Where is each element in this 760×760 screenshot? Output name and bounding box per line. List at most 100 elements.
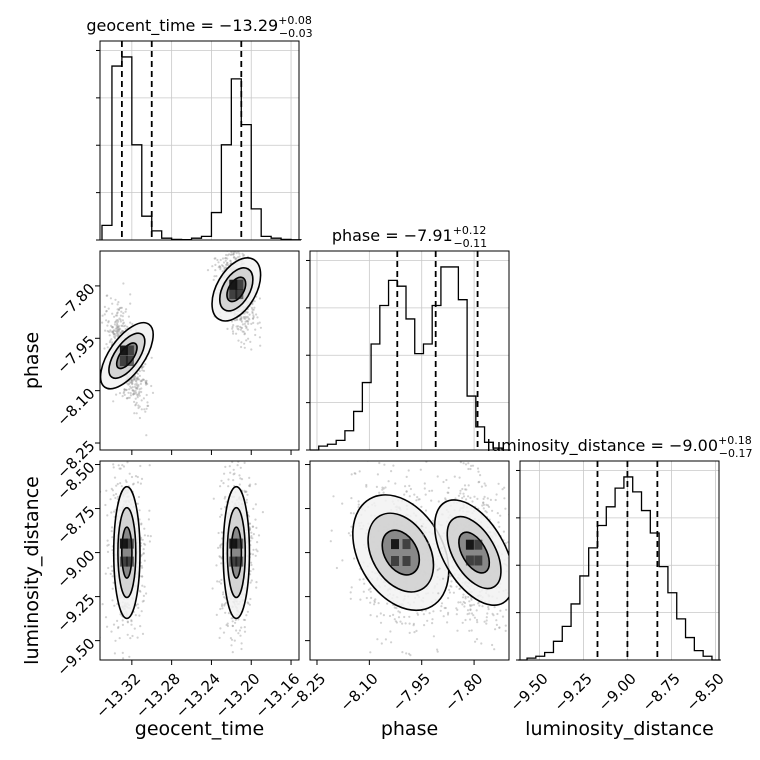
scatter-point: [475, 618, 479, 622]
scatter-point: [150, 384, 153, 388]
scatter-point: [218, 555, 221, 558]
scatter-point: [118, 327, 121, 330]
scatter-point: [112, 463, 115, 466]
scatter-point: [229, 259, 232, 262]
scatter-point: [224, 248, 226, 250]
scatter-point: [138, 388, 141, 391]
scatter-point: [214, 263, 217, 266]
scatter-point: [121, 623, 124, 627]
scatter-point: [383, 463, 386, 466]
scatter-point: [220, 604, 224, 608]
scatter-point: [217, 245, 219, 247]
scatter-point: [107, 321, 110, 324]
scatter-point: [470, 464, 473, 467]
scatter-point: [459, 601, 462, 604]
scatter-point: [125, 388, 128, 392]
scatter-point: [407, 469, 410, 472]
x-tick-label: −7.80: [441, 670, 486, 715]
scatter-point: [130, 623, 133, 626]
density-core-cell: [402, 556, 411, 566]
scatter-point: [139, 590, 142, 593]
scatter-point: [365, 483, 368, 487]
scatter-point: [231, 461, 234, 464]
scatter-point: [129, 637, 132, 640]
scatter-point: [442, 615, 445, 618]
scatter-point: [221, 270, 224, 273]
panel-inner: [100, 461, 264, 660]
scatter-point: [497, 521, 500, 524]
scatter-point: [392, 464, 395, 467]
scatter-point: [455, 613, 458, 616]
panel-title: phase = −7.91+0.12 −0.11: [332, 224, 487, 250]
scatter-point: [143, 559, 146, 562]
scatter-point: [112, 332, 115, 335]
scatter-point: [129, 293, 132, 296]
scatter-point: [238, 629, 241, 632]
scatter-point: [133, 378, 136, 381]
scatter-point: [245, 327, 248, 330]
scatter-point: [455, 585, 458, 588]
scatter-point: [365, 485, 368, 488]
scatter-point: [237, 339, 240, 342]
scatter-point: [112, 466, 115, 469]
scatter-point: [330, 529, 333, 532]
scatter-point: [130, 378, 133, 381]
scatter-point: [413, 493, 416, 496]
scatter-point: [115, 320, 118, 323]
scatter-point: [139, 464, 142, 468]
scatter-point: [131, 389, 134, 392]
scatter-point: [470, 604, 474, 607]
scatter-point: [117, 325, 121, 328]
scatter-point: [146, 534, 150, 537]
density-core-cell: [235, 556, 244, 567]
scatter-point: [124, 324, 127, 327]
scatter-point: [142, 552, 145, 555]
scatter-point: [422, 613, 425, 616]
scatter-point: [116, 326, 119, 329]
scatter-point: [222, 482, 225, 485]
scatter-point: [104, 329, 107, 332]
scatter-point: [116, 322, 119, 325]
scatter-point: [358, 578, 361, 581]
scatter-point: [252, 315, 255, 319]
scatter-point: [111, 575, 114, 578]
scatter-point: [240, 478, 244, 481]
scatter-point: [130, 475, 134, 479]
scatter-point: [504, 629, 507, 633]
scatter-point: [140, 379, 143, 382]
scatter-point: [483, 495, 486, 498]
scatter-point: [144, 543, 147, 546]
x-tick-label: −8.10: [336, 670, 381, 715]
scatter-point: [243, 333, 246, 336]
scatter-point: [234, 257, 237, 260]
scatter-point: [111, 341, 114, 344]
scatter-point: [145, 381, 148, 384]
scatter-point: [140, 522, 143, 525]
scatter-point: [250, 531, 253, 534]
scatter-point: [477, 481, 480, 484]
scatter-point: [115, 326, 118, 329]
scatter-point: [224, 256, 227, 260]
scatter-point: [146, 404, 149, 407]
scatter-point: [142, 548, 145, 551]
scatter-point: [250, 322, 253, 325]
scatter-point: [129, 321, 132, 324]
scatter-point: [252, 317, 255, 320]
scatter-point: [122, 282, 125, 285]
scatter-point: [379, 621, 383, 624]
scatter-point: [230, 644, 233, 647]
scatter-point: [482, 501, 485, 504]
scatter-point: [122, 321, 125, 324]
scatter-point: [235, 252, 238, 255]
scatter-point: [109, 498, 112, 501]
scatter-point: [244, 315, 247, 318]
scatter-point: [143, 408, 146, 411]
panel-inner: [329, 461, 509, 657]
scatter-point: [446, 621, 449, 624]
scatter-point: [232, 252, 235, 255]
scatter-point: [226, 263, 229, 266]
title-plus: +0.18: [718, 434, 752, 447]
scatter-point: [124, 479, 127, 482]
scatter-point: [136, 387, 139, 390]
scatter-point: [249, 483, 252, 486]
